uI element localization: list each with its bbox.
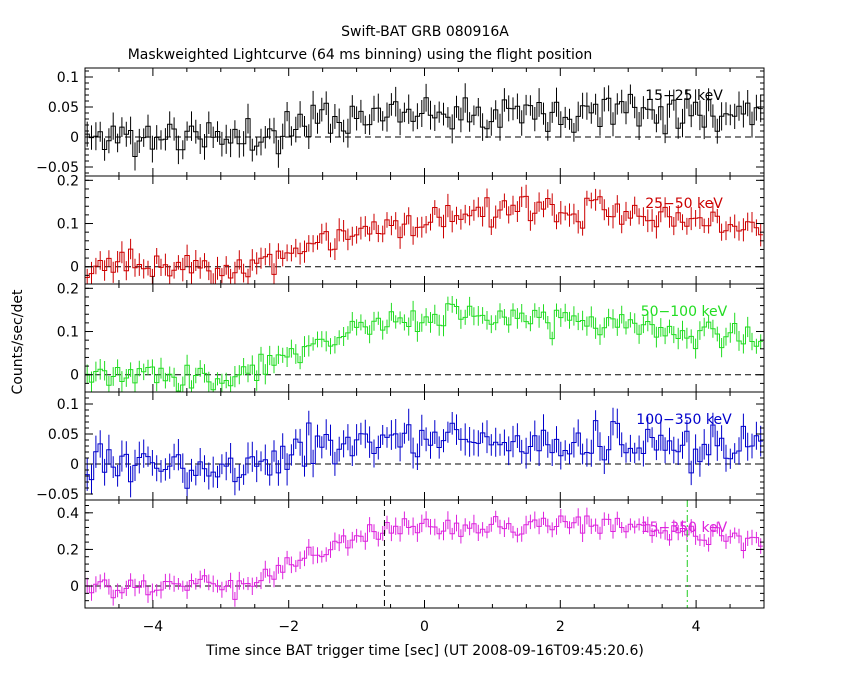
y-tick-label: 0.1 xyxy=(57,325,79,341)
band-label: 25−50 keV xyxy=(645,196,723,212)
x-tick-label: 4 xyxy=(692,619,701,635)
x-tick-label: −4 xyxy=(143,619,164,635)
x-tick-label: 2 xyxy=(556,619,565,635)
y-tick-label: 0 xyxy=(70,579,79,595)
panel-4: −0.05 0 0.05 0.1 100−350 keV xyxy=(36,391,765,503)
band-label: 15−25 keV xyxy=(645,88,723,104)
y-tick-label: 0.4 xyxy=(57,506,79,522)
y-tick-label: 0.05 xyxy=(48,100,79,116)
panel-3: 0 0.1 0.2 50−100 keV xyxy=(57,281,765,393)
panel-1: −0.05 0 0.05 0.1 15−25 keV xyxy=(36,67,765,177)
y-tick-label: 0.1 xyxy=(57,70,79,86)
x-tick-label: 0 xyxy=(420,619,429,635)
lightcurve-series xyxy=(85,195,763,284)
panel-2-data xyxy=(85,184,764,284)
chart-subtitle: Maskweighted Lightcurve (64 ms binning) … xyxy=(128,47,593,63)
lightcurve-series xyxy=(85,420,763,489)
panel-3-data xyxy=(85,296,764,392)
lightcurve-series xyxy=(85,93,763,157)
band-label: 50−100 keV xyxy=(641,304,728,320)
y-tick-label: 0 xyxy=(70,368,79,384)
y-axis-label: Counts/sec/det xyxy=(10,289,26,394)
y-tick-label: 0.1 xyxy=(57,397,79,413)
y-tick-label: 0.1 xyxy=(57,217,79,233)
panel-frame xyxy=(84,175,765,285)
panel-5: 0 0.2 0.4 15−350 keV xyxy=(57,499,765,609)
lightcurve-series xyxy=(85,303,763,392)
y-tick-label: 0 xyxy=(70,457,79,473)
y-tick-label: 0 xyxy=(70,130,79,146)
chart-title: Swift-BAT GRB 080916A xyxy=(341,24,509,40)
y-tick-label: 0 xyxy=(70,260,79,276)
x-axis-label: Time since BAT trigger time [sec] (UT 20… xyxy=(205,643,644,659)
panel-1-data xyxy=(85,83,764,171)
lightcurve-series xyxy=(85,515,763,600)
y-tick-label: 0.05 xyxy=(48,427,79,443)
panel-5-data xyxy=(85,500,764,608)
y-tick-label: 0.2 xyxy=(57,281,79,297)
band-label: 15−350 keV xyxy=(641,520,728,536)
y-tick-label: −0.05 xyxy=(36,160,79,176)
y-tick-label: 0.2 xyxy=(57,542,79,558)
x-tick-label: −2 xyxy=(278,619,299,635)
y-tick-label: −0.05 xyxy=(36,487,79,503)
y-tick-label: 0.2 xyxy=(57,173,79,189)
band-label: 100−350 keV xyxy=(636,412,732,428)
panel-4-data xyxy=(85,407,764,500)
panel-2: 0 0.1 0.2 25−50 keV xyxy=(57,173,765,285)
